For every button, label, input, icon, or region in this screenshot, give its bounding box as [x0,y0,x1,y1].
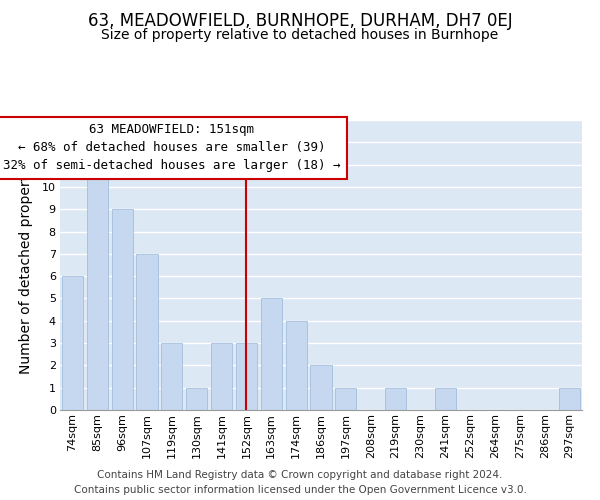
Bar [286,321,307,410]
Bar [62,276,83,410]
Bar [136,254,158,410]
Bar [211,343,232,410]
Y-axis label: Number of detached properties: Number of detached properties [19,156,34,374]
Bar [236,343,257,410]
Text: Contains HM Land Registry data © Crown copyright and database right 2024.
Contai: Contains HM Land Registry data © Crown c… [74,470,526,495]
Text: 63, MEADOWFIELD, BURNHOPE, DURHAM, DH7 0EJ: 63, MEADOWFIELD, BURNHOPE, DURHAM, DH7 0… [88,12,512,30]
Bar [310,366,332,410]
Bar [112,209,133,410]
Bar [559,388,580,410]
Bar [87,164,108,410]
Bar [335,388,356,410]
Bar [186,388,207,410]
Bar [261,298,282,410]
Text: 63 MEADOWFIELD: 151sqm
← 68% of detached houses are smaller (39)
32% of semi-det: 63 MEADOWFIELD: 151sqm ← 68% of detached… [3,124,341,172]
Text: Size of property relative to detached houses in Burnhope: Size of property relative to detached ho… [101,28,499,42]
Bar [435,388,456,410]
Bar [161,343,182,410]
Bar [385,388,406,410]
